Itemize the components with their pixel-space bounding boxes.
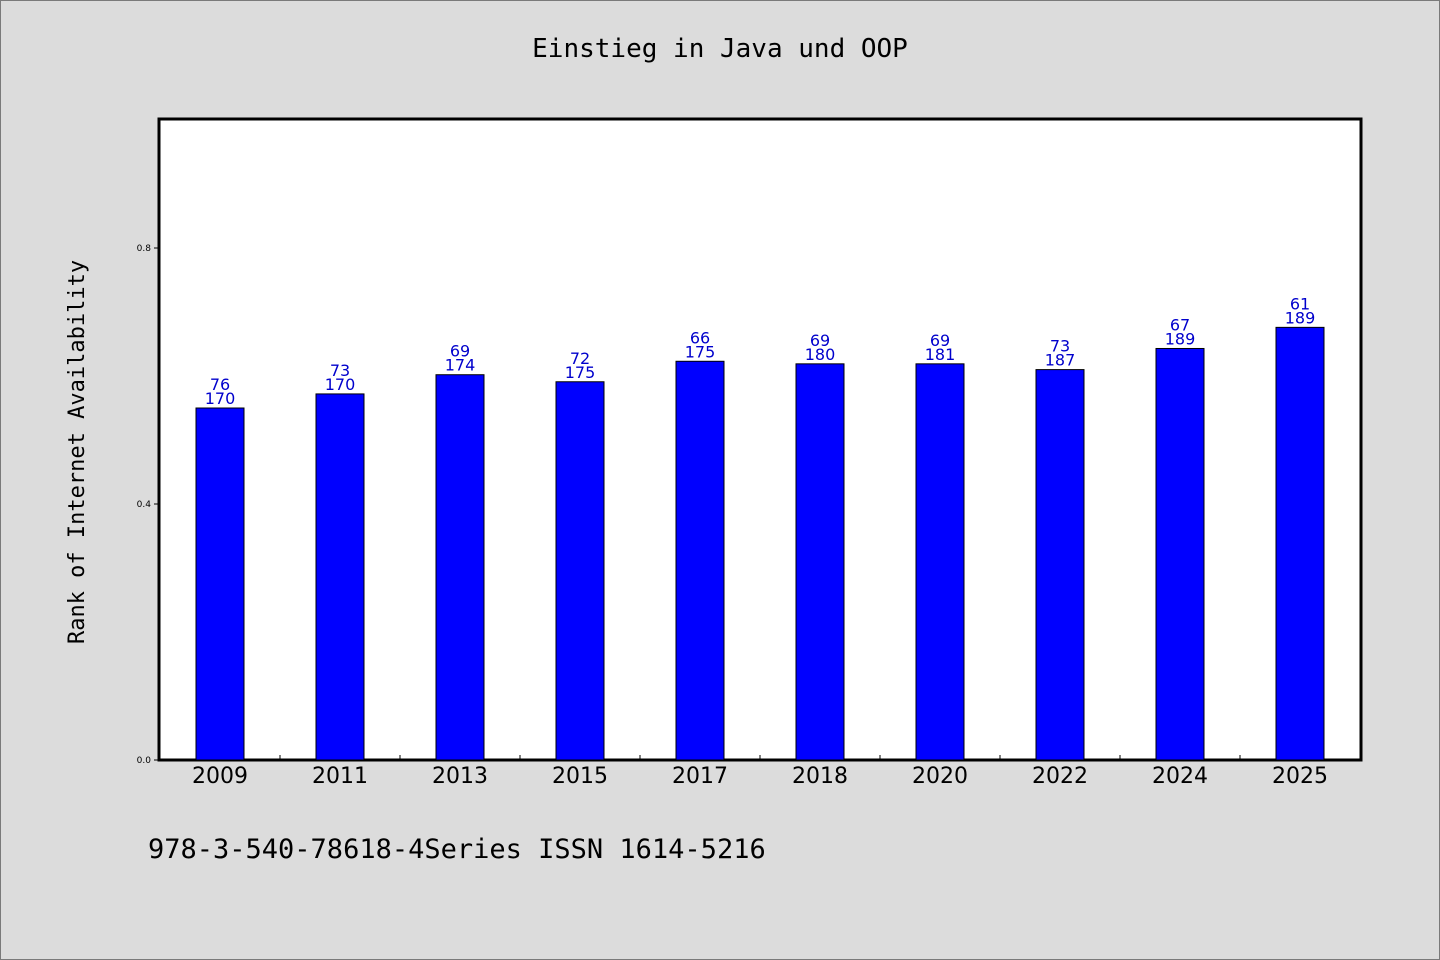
bar: [915, 363, 965, 761]
chart-title: Einstieg in Java und OOP: [532, 34, 908, 64]
bar-label-top: 69: [930, 331, 950, 350]
bar-label-top: 66: [690, 328, 710, 347]
bar-label-bottom: 170: [325, 375, 356, 394]
x-tick-label: 2020: [912, 764, 968, 789]
bar: [1275, 326, 1325, 761]
x-tick-label: 2018: [792, 764, 848, 789]
bar: [555, 381, 605, 761]
bar: [1035, 369, 1085, 761]
x-tick-label: 2009: [192, 764, 248, 789]
x-tick-label: 2011: [312, 764, 368, 789]
x-tick-label: 2017: [672, 764, 728, 789]
bar-label-top: 76: [210, 375, 230, 394]
bar-label-top: 61: [1290, 294, 1310, 313]
x-tick-label: 2025: [1272, 764, 1328, 789]
bar: [795, 363, 845, 761]
bar: [435, 374, 485, 761]
bar-label-bottom: 174: [445, 356, 476, 375]
x-tick-label: 2024: [1152, 764, 1208, 789]
y-axis: 0.0 0.4 0.8: [137, 244, 160, 766]
bar-label-bottom: 187: [1045, 351, 1076, 370]
bar-label-bottom: 170: [205, 389, 236, 408]
bar-label-bottom: 189: [1165, 329, 1196, 348]
x-axis: 2009 2011 2013 2015 2017 2018 2020 2022 2024 2025: [192, 755, 1328, 789]
bar: [675, 360, 725, 761]
bar: [195, 407, 245, 761]
bar-label-top: 73: [330, 361, 350, 380]
bar-label-top: 67: [1170, 315, 1190, 334]
y-tick-label: 0.8: [137, 244, 152, 254]
x-tick-label: 2013: [432, 764, 488, 789]
bar-label-bottom: 175: [685, 342, 716, 361]
y-tick-label: 0.0: [137, 756, 152, 766]
bar-label-top: 69: [810, 331, 830, 350]
bar-label-top: 69: [450, 342, 470, 361]
bar-label-bottom: 175: [565, 363, 596, 382]
bar-label-top: 72: [570, 349, 590, 368]
x-tick-label: 2015: [552, 764, 608, 789]
bar-label-bottom: 181: [925, 345, 956, 364]
bar-label-bottom: 180: [805, 345, 836, 364]
footer-isbn-text: 978-3-540-78618-4Series ISSN 1614-5216: [148, 834, 766, 865]
y-tick-label: 0.4: [137, 500, 152, 510]
bar: [1155, 347, 1205, 761]
bar-label-bottom: 189: [1285, 308, 1316, 327]
y-axis-title: Rank of Internet Availability: [65, 260, 90, 644]
x-tick-label: 2022: [1032, 764, 1088, 789]
bar: [315, 393, 365, 761]
bars: [195, 326, 1325, 761]
bar-label-top: 73: [1050, 337, 1070, 356]
